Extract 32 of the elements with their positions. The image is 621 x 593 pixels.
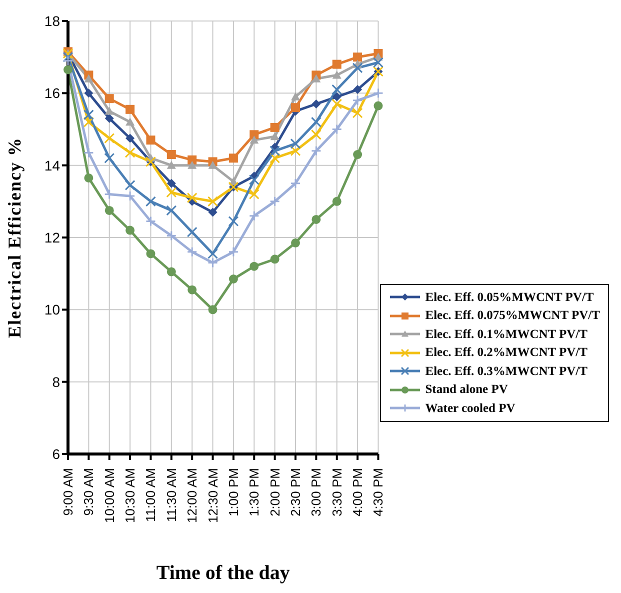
x-tick-label: 4:30 PM — [370, 468, 386, 516]
legend-label: Elec. Eff. 0.2%MWCNT PV/T — [425, 345, 588, 360]
legend-label: Elec. Eff. 0.075%MWCNT PV/T — [425, 308, 600, 324]
x-tick-label: 10:30 AM — [122, 468, 138, 523]
y-tick-label: 10 — [44, 302, 60, 318]
legend-label: Water cooled PV — [425, 400, 516, 416]
legend-label: Elec. Eff. 0.05%MWCNT PV/T — [425, 290, 594, 305]
y-tick-label: 8 — [52, 374, 60, 390]
legend-label: Elec. Eff. 0.1%MWCNT PV/T — [425, 326, 588, 342]
x-tick-label: 3:30 PM — [329, 468, 344, 516]
x-tick-label: 11:00 AM — [143, 468, 158, 522]
legend-label: Elec. Eff. 0.3%MWCNT PV/T — [425, 364, 588, 379]
x-tick-label: 9:00 AM — [60, 468, 76, 516]
x-tick-label: 3:00 PM — [308, 468, 324, 516]
y-tick-label: 12 — [44, 229, 60, 246]
x-tick-label: 10:00 AM — [102, 468, 117, 523]
x-tick-label: 2:00 PM — [267, 468, 282, 516]
x-tick-label: 4:00 PM — [350, 468, 366, 516]
x-tick-label: 1:30 PM — [246, 468, 262, 516]
x-tick-label: 9:30 AM — [81, 468, 96, 516]
y-tick-label: 14 — [44, 157, 60, 174]
y-tick-label: 16 — [44, 85, 60, 102]
legend-label: Stand alone PV — [425, 382, 508, 398]
x-tick-label: 1:00 PM — [226, 468, 241, 516]
x-tick-label: 2:30 PM — [288, 468, 304, 516]
x-tick-label: 11:30 AM — [164, 468, 179, 522]
y-tick-label: 18 — [44, 12, 60, 29]
x-axis-title: Time of the day — [156, 562, 290, 584]
x-tick-label: 12:00 AM — [184, 468, 200, 523]
y-axis-title: Electrical Efficiency % — [4, 137, 24, 338]
x-tick-label: 12:30 AM — [205, 468, 220, 523]
y-tick-label: 6 — [52, 446, 60, 462]
